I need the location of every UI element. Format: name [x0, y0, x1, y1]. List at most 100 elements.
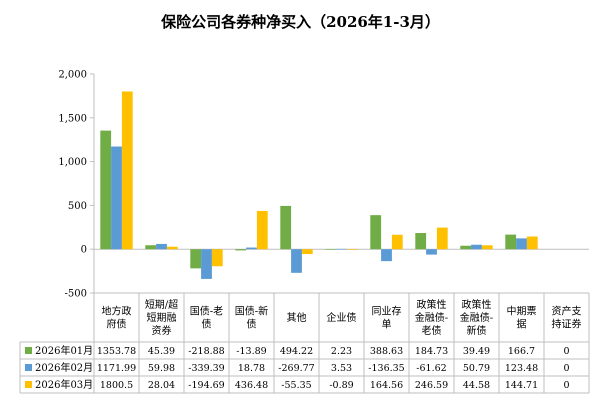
- bar: [426, 249, 437, 255]
- data-label: -61.62: [416, 363, 446, 374]
- data-label: 2.23: [331, 346, 352, 357]
- category-label: 同业存: [372, 305, 402, 318]
- bar: [190, 249, 202, 269]
- data-label: -136.35: [368, 363, 404, 374]
- y-tick-label: -500: [65, 289, 87, 300]
- category-label: 债: [247, 318, 257, 331]
- category-label: 地方政: [102, 305, 132, 318]
- category-label: 短期融: [147, 311, 177, 324]
- data-label: 123.48: [505, 363, 538, 374]
- data-label: -339.39: [188, 363, 224, 374]
- category-label: 短期/超: [145, 298, 178, 311]
- data-label: 494.22: [280, 346, 313, 357]
- bar: [346, 249, 358, 250]
- bar: [121, 91, 133, 250]
- bar: [505, 234, 517, 250]
- y-tick-label: 2,000: [58, 70, 87, 81]
- y-tick-label: 500: [68, 201, 87, 212]
- bar: [381, 249, 392, 262]
- data-label: 164.56: [370, 380, 403, 391]
- category-label: 老债: [422, 324, 442, 337]
- data-label: 1800.5: [100, 380, 133, 391]
- data-label: 39.49: [463, 346, 490, 357]
- data-label: 1353.78: [97, 346, 136, 357]
- data-label: 59.98: [148, 363, 175, 374]
- bar: [301, 249, 313, 255]
- bar: [156, 243, 167, 250]
- bar: [370, 215, 382, 250]
- data-label: -194.69: [188, 380, 224, 391]
- category-label: 资券: [152, 324, 172, 337]
- legend-entry: 2026年01月: [35, 344, 93, 357]
- bar: [325, 249, 337, 250]
- data-label: 44.58: [463, 380, 490, 391]
- category-label: 资产支: [552, 305, 582, 318]
- data-label: 3.53: [331, 363, 352, 374]
- data-label: -55.35: [281, 380, 311, 391]
- bar: [336, 248, 347, 250]
- y-tick-label: 1,000: [58, 157, 87, 168]
- bar: [291, 249, 302, 273]
- data-label: 166.7: [508, 346, 535, 357]
- bar: [436, 227, 448, 250]
- category-label: 债: [202, 318, 212, 331]
- category-label: 据: [517, 318, 527, 331]
- y-tick-label: 0: [81, 245, 87, 256]
- category-label: 金融债-: [415, 311, 448, 324]
- legend-swatch: [25, 364, 32, 371]
- data-label: -13.89: [236, 346, 266, 357]
- bar: [391, 234, 403, 250]
- legend-entry: 2026年02月: [35, 361, 93, 374]
- category-label: 国债-老: [190, 305, 223, 318]
- legend-swatch: [25, 381, 32, 388]
- bar: [100, 130, 112, 250]
- category-label: 单: [382, 319, 392, 331]
- data-label: 1171.99: [97, 363, 136, 374]
- category-label: 政策性: [462, 298, 492, 311]
- data-label: 144.71: [505, 380, 538, 391]
- bar: [256, 210, 268, 250]
- bar: [211, 249, 223, 267]
- bar: [246, 247, 257, 250]
- data-label: 246.59: [415, 380, 448, 391]
- bar: [145, 245, 157, 250]
- bar: [201, 249, 212, 279]
- data-label: 45.39: [148, 346, 175, 357]
- data-label: -0.89: [329, 380, 353, 391]
- data-label: 184.73: [415, 346, 448, 357]
- bar: [415, 233, 427, 250]
- data-label: 50.79: [463, 363, 490, 374]
- data-label: 0: [563, 363, 569, 374]
- bar: [111, 146, 122, 250]
- data-label: 436.48: [235, 380, 268, 391]
- legend-entry: 2026年03月: [35, 378, 93, 391]
- data-label: 18.78: [238, 363, 265, 374]
- category-label: 中期票: [507, 305, 537, 318]
- category-label: 政策性: [417, 298, 447, 311]
- legend-swatch: [25, 347, 32, 354]
- category-label: 府债: [107, 318, 127, 331]
- category-label: 金融债-: [460, 311, 493, 324]
- data-label: 28.04: [148, 380, 175, 391]
- bar: [471, 244, 482, 250]
- category-label: 企业债: [327, 311, 357, 324]
- data-label: -218.88: [188, 346, 224, 357]
- data-label: 0: [563, 380, 569, 391]
- bar: [280, 205, 292, 250]
- y-tick-label: 1,500: [58, 113, 87, 124]
- category-label: 国债-新: [235, 305, 268, 318]
- chart-title: 保险公司各券种净买入（2026年1-3月）: [160, 13, 440, 31]
- bar: [481, 245, 493, 250]
- bar: [526, 236, 538, 250]
- bar: [166, 246, 178, 250]
- bar: [460, 245, 472, 250]
- data-label: -269.77: [278, 363, 314, 374]
- category-label: 持证券: [552, 318, 582, 331]
- data-label: 0: [563, 346, 569, 357]
- bar: [235, 249, 247, 251]
- category-label: 其他: [287, 311, 307, 324]
- data-label: 388.63: [370, 346, 403, 357]
- category-label: 新债: [467, 324, 487, 337]
